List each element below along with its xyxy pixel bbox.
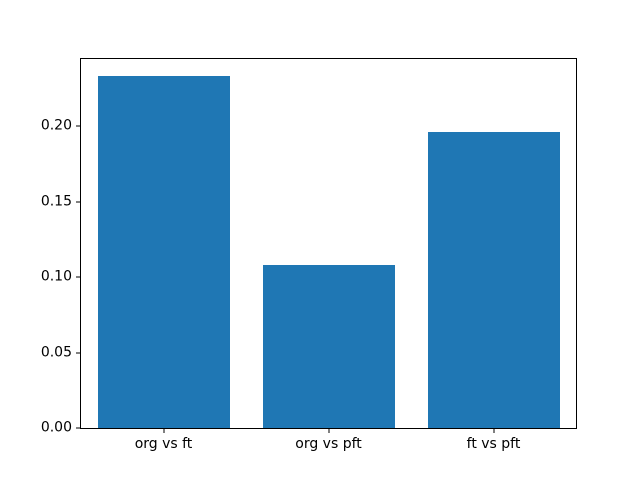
x-tick-label: org vs ft bbox=[134, 436, 193, 452]
y-tick-mark bbox=[76, 352, 81, 354]
x-tick-mark bbox=[163, 428, 164, 433]
y-tick-mark bbox=[76, 125, 81, 127]
x-tick-mark bbox=[493, 428, 494, 433]
bar-org-vs-ft bbox=[97, 76, 230, 428]
x-tick-mark bbox=[328, 428, 329, 433]
y-tick-mark bbox=[76, 201, 81, 203]
bar-ft-vs-pft bbox=[427, 132, 560, 428]
y-tick-label: 0.20 bbox=[40, 117, 72, 134]
y-tick-label: 0.15 bbox=[40, 192, 72, 209]
y-tick-label: 0.00 bbox=[40, 419, 72, 436]
y-tick-label: 0.10 bbox=[40, 268, 72, 285]
x-tick-label: ft vs pft bbox=[466, 436, 521, 452]
bar-org-vs-pft bbox=[262, 265, 395, 428]
y-tick-mark bbox=[76, 427, 81, 429]
y-tick-label: 0.05 bbox=[40, 343, 72, 360]
plot-area: 0.00 0.05 0.10 0.15 0.20 org vs ft org vs pft… bbox=[41, 58, 577, 451]
x-tick-label: org vs pft bbox=[295, 436, 362, 452]
y-tick-mark bbox=[76, 276, 81, 278]
